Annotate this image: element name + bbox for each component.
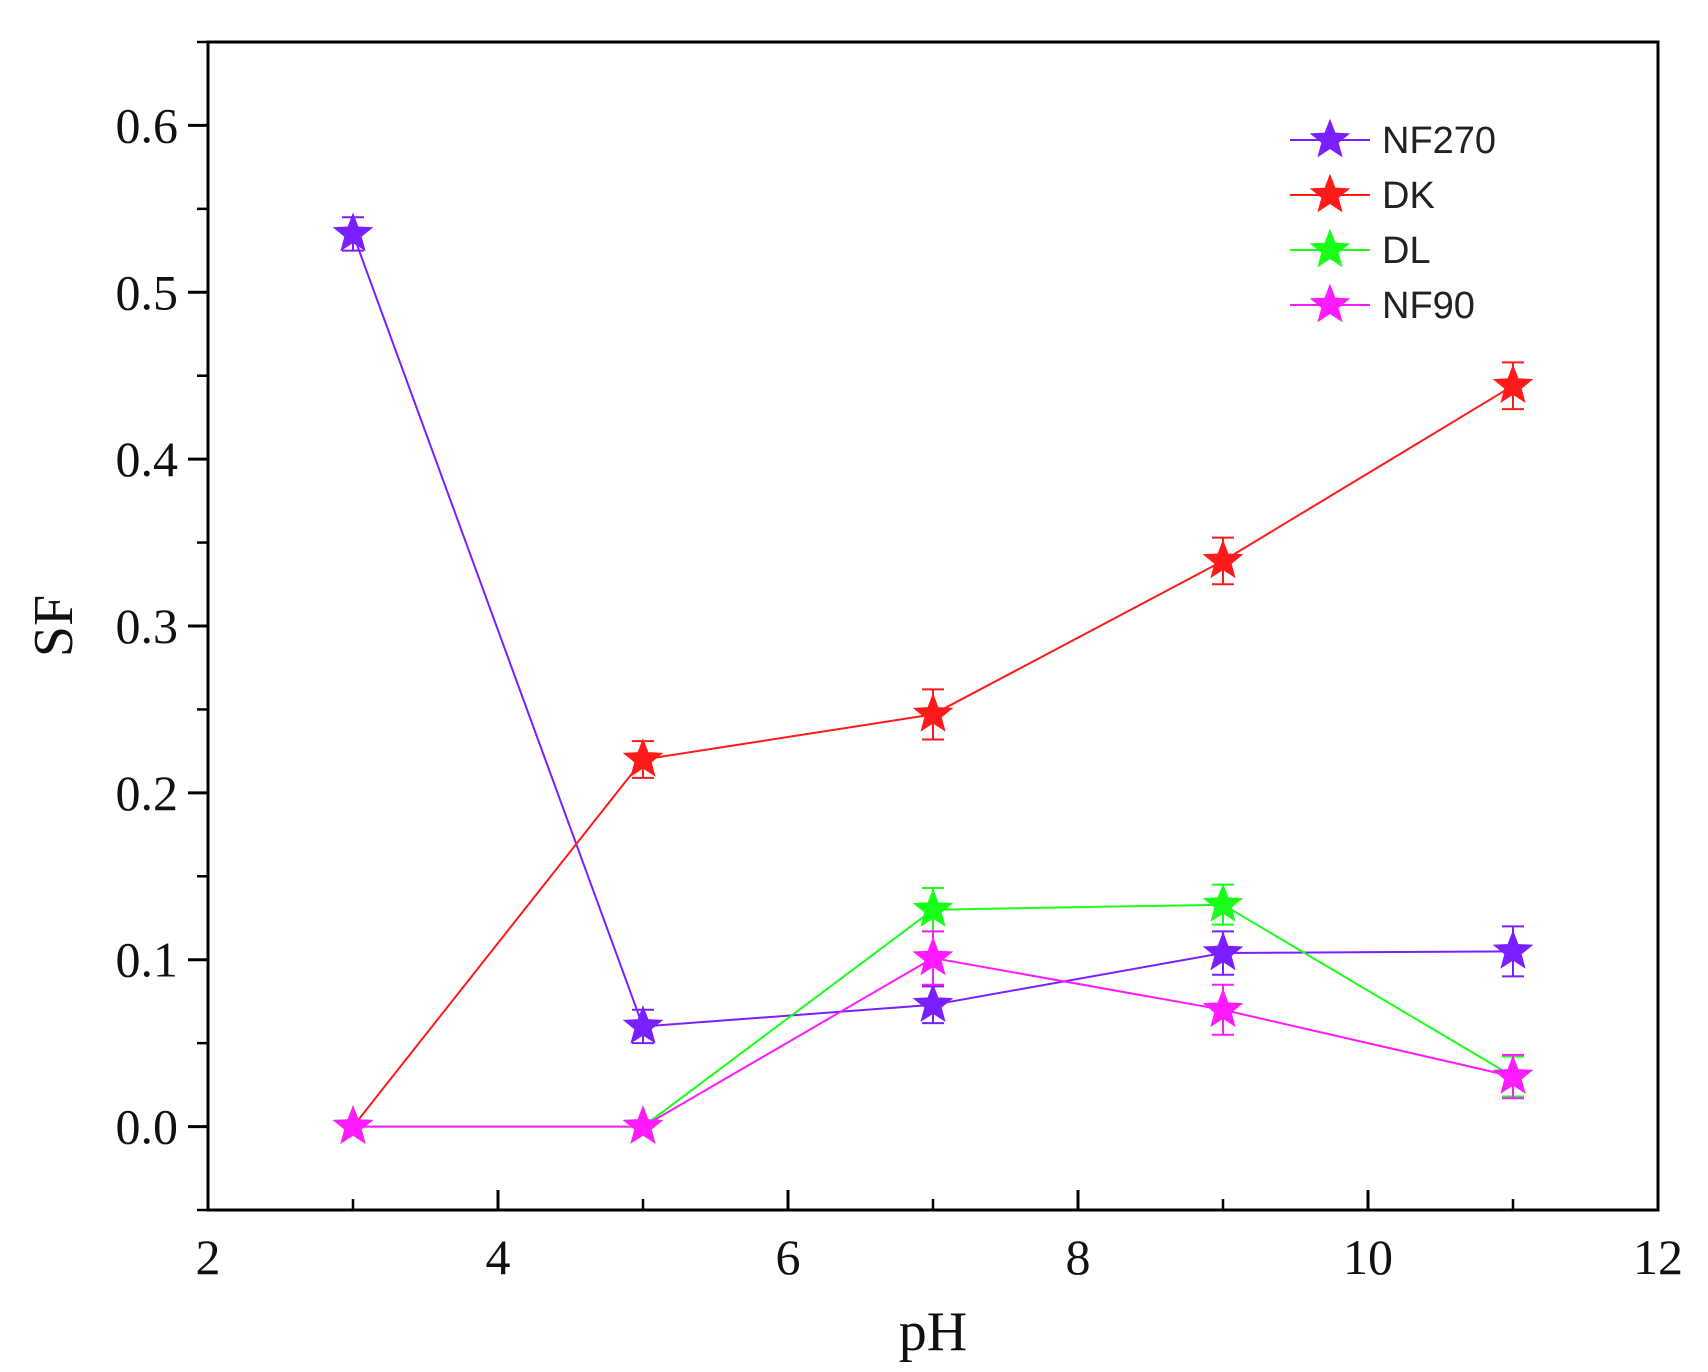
data-point-star bbox=[912, 888, 954, 927]
y-tick-label: 0.2 bbox=[116, 765, 179, 821]
data-point-star bbox=[912, 936, 954, 976]
legend-label: NF270 bbox=[1382, 120, 1496, 162]
data-point-star bbox=[1492, 1055, 1534, 1094]
y-tick-label: 0.5 bbox=[116, 264, 179, 320]
data-point-star bbox=[622, 738, 664, 777]
series-nf270 bbox=[332, 212, 1534, 1045]
axis-tick-labels: 2 4 6 8 10 12 0.0 0.1 0.2 0.3 0.4 0.5 0.6 bbox=[116, 97, 1684, 1285]
legend-item-nf270: NF270 bbox=[1290, 118, 1496, 162]
x-tick-label: 2 bbox=[196, 1229, 221, 1285]
legend-marker-star bbox=[1309, 118, 1351, 158]
x-axis-title: pH bbox=[899, 1301, 967, 1363]
data-point-star bbox=[912, 983, 954, 1023]
series-dk bbox=[332, 361, 1534, 1144]
legend-label: DK bbox=[1382, 175, 1435, 217]
y-tick-label: 0.4 bbox=[116, 431, 179, 487]
data-point-star bbox=[622, 1105, 664, 1144]
legend-item-nf90: NF90 bbox=[1290, 283, 1475, 327]
data-point-star bbox=[1492, 364, 1534, 404]
data-point-star bbox=[622, 1005, 664, 1044]
legend-label: DL bbox=[1382, 230, 1431, 272]
x-tick-label: 10 bbox=[1343, 1229, 1393, 1285]
y-tick-label: 0.1 bbox=[116, 932, 179, 988]
legend-marker-star bbox=[1309, 173, 1351, 213]
x-tick-label: 8 bbox=[1066, 1229, 1091, 1285]
y-axis-title: SF bbox=[23, 595, 85, 657]
y-tick-label: 0.3 bbox=[116, 598, 179, 654]
data-point-star bbox=[332, 1105, 374, 1144]
legend-item-dl: DL bbox=[1290, 228, 1431, 272]
y-tick-label: 0.6 bbox=[116, 97, 179, 153]
x-tick-label: 6 bbox=[776, 1229, 801, 1285]
legend: NF270 DK DL NF90 bbox=[1290, 118, 1496, 327]
data-point-star bbox=[1492, 929, 1534, 969]
data-point-star bbox=[1202, 883, 1244, 922]
legend-marker-star bbox=[1309, 228, 1351, 268]
data-point-star bbox=[1202, 988, 1244, 1028]
series-nf90 bbox=[332, 930, 1534, 1144]
legend-marker-star bbox=[1309, 283, 1351, 323]
legend-item-dk: DK bbox=[1290, 173, 1435, 217]
axis-ticks bbox=[188, 40, 1660, 1212]
data-series bbox=[332, 212, 1534, 1144]
data-point-star bbox=[1202, 931, 1244, 971]
y-tick-label: 0.0 bbox=[116, 1099, 179, 1155]
data-point-star bbox=[912, 692, 954, 732]
data-point-star bbox=[1202, 539, 1244, 579]
x-tick-label: 12 bbox=[1633, 1229, 1683, 1285]
data-point-star bbox=[332, 212, 374, 252]
legend-label: NF90 bbox=[1382, 285, 1475, 327]
x-tick-label: 4 bbox=[486, 1229, 511, 1285]
